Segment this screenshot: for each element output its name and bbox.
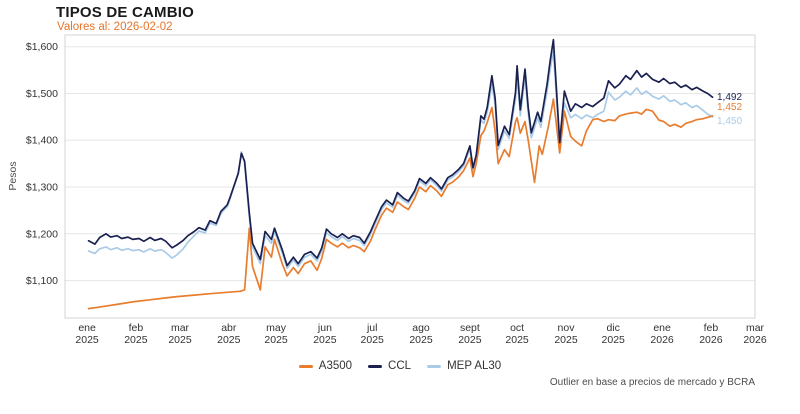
series-end-label-mep-al30: 1,450 [717, 116, 742, 127]
y-tick-label: $1,300 [26, 182, 58, 194]
x-tick-year-label: 2026 [650, 334, 674, 346]
x-tick-year-label: 2025 [602, 334, 626, 346]
x-tick-label: jun [317, 322, 332, 334]
y-axis-unit-label: Pesos [7, 161, 19, 190]
y-tick-label: $1,400 [26, 135, 58, 147]
x-tick-label: ene [78, 322, 96, 334]
x-tick-label: abr [221, 322, 237, 334]
x-tick-label: mar [171, 322, 190, 334]
x-tick-label: ene [653, 322, 671, 334]
series-end-label-ccl: 1,492 [717, 92, 742, 103]
exchange-rate-line-chart: $1,100$1,200$1,300$1,400$1,500$1,600ene2… [7, 34, 767, 346]
x-tick-label: feb [129, 322, 144, 334]
x-tick-year-label: 2025 [264, 334, 288, 346]
x-tick-label: jul [366, 322, 378, 334]
plot-border [64, 34, 756, 319]
y-tick-label: $1,200 [26, 228, 58, 240]
y-tick-label: $1,600 [26, 41, 58, 53]
x-tick-label: mar [746, 322, 765, 334]
legend-swatch-ccl-line [368, 364, 383, 368]
legend-swatch-mep-al30-line [427, 364, 442, 368]
x-tick-year-label: 2025 [217, 334, 241, 346]
series-line-mep-al30 [87, 50, 714, 270]
x-tick-label: ago [412, 322, 430, 334]
series-end-label-a3500: 1,452 [717, 102, 742, 113]
legend-item-mep-al30: MEP AL30 [427, 360, 501, 372]
legend-label-a3500: A3500 [318, 360, 353, 372]
x-tick-year-label: 2025 [409, 334, 433, 346]
x-tick-year-label: 2025 [75, 334, 99, 346]
y-tick-label: $1,500 [26, 88, 58, 100]
y-tick-label: $1,100 [26, 275, 58, 287]
x-tick-year-label: 2025 [124, 334, 148, 346]
chart-legend: A3500 CCL MEP AL30 [0, 360, 800, 372]
x-tick-year-label: 2025 [505, 334, 529, 346]
x-tick-label: feb [704, 322, 719, 334]
legend-item-a3500: A3500 [298, 360, 353, 372]
x-tick-year-label: 2025 [554, 334, 578, 346]
legend-item-ccl: CCL [368, 360, 411, 372]
chart-title: TIPOS DE CAMBIO [56, 4, 195, 21]
x-tick-label: sept [460, 322, 480, 334]
x-tick-year-label: 2025 [361, 334, 385, 346]
source-footnote: Outlier en base a precios de mercado y B… [549, 377, 755, 388]
legend-label-mep-al30: MEP AL30 [447, 360, 502, 372]
chart-subtitle: Valores al: 2026-02-02 [57, 21, 173, 33]
x-tick-year-label: 2025 [168, 334, 192, 346]
x-tick-year-label: 2025 [458, 334, 482, 346]
x-tick-year-label: 2025 [313, 334, 337, 346]
x-tick-year-label: 2026 [699, 334, 723, 346]
series-line-a3500 [87, 98, 714, 310]
series-line-ccl [87, 38, 714, 267]
legend-swatch-a3500-line [298, 364, 313, 368]
x-tick-label: may [266, 322, 287, 334]
x-tick-year-label: 2026 [743, 334, 767, 346]
legend-label-ccl: CCL [388, 360, 412, 372]
x-tick-label: oct [510, 322, 524, 334]
x-tick-label: dic [606, 322, 619, 334]
x-tick-label: nov [558, 322, 576, 334]
